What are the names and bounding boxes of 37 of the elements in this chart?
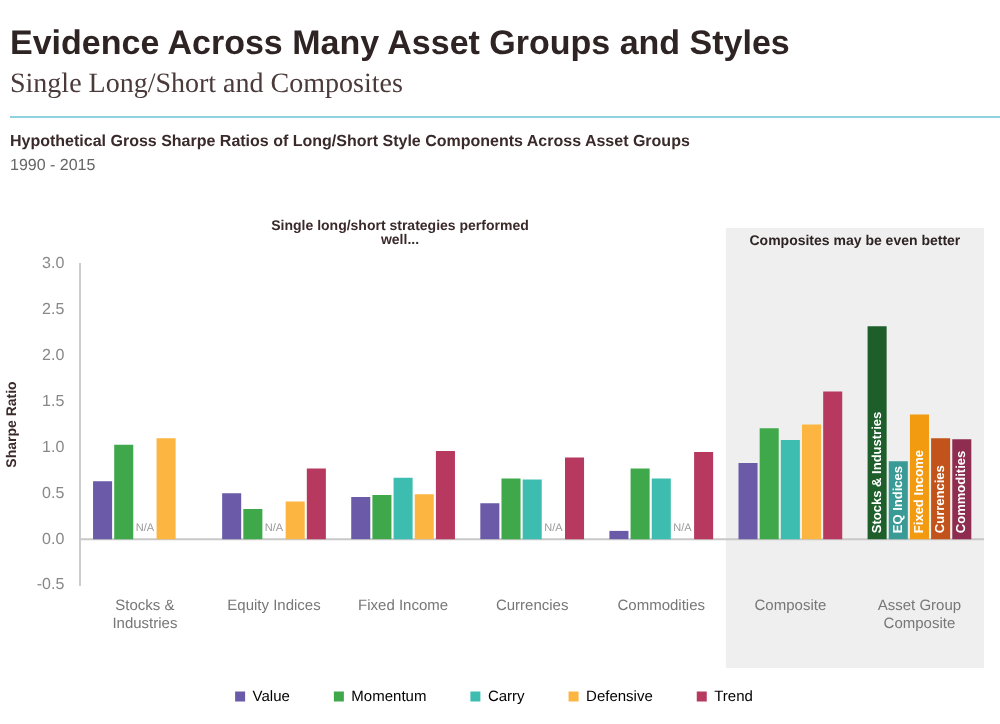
bar xyxy=(759,428,779,540)
y-tick-label: 1.0 xyxy=(42,437,66,456)
text: 1990 - 2015 xyxy=(10,156,96,174)
chart-title: Evidence Across Many Asset Groups and Styles xyxy=(10,24,790,64)
bar xyxy=(156,438,176,540)
bar xyxy=(435,451,455,540)
bar xyxy=(802,424,822,540)
y-tick-label: 2.5 xyxy=(42,300,66,319)
bar xyxy=(522,479,542,540)
bar xyxy=(306,468,326,540)
bar xyxy=(93,481,113,540)
bar xyxy=(565,457,585,540)
bar xyxy=(609,530,629,540)
y-tick-label: -0.5 xyxy=(36,575,66,594)
bar xyxy=(501,478,521,540)
bar xyxy=(285,501,305,540)
bar xyxy=(372,495,392,540)
bar xyxy=(393,477,413,540)
text: Hypothetical Gross Sharpe Ratios of Long/Short Style Components Across Asset Groups xyxy=(10,132,690,150)
bar xyxy=(630,468,650,540)
chart-subtitle: Single Long/Short and Composites xyxy=(10,70,403,102)
bar xyxy=(694,452,714,540)
y-tick-label: 2.0 xyxy=(42,346,66,365)
y-tick-label: 1.5 xyxy=(42,391,66,410)
bar xyxy=(351,496,371,540)
bar xyxy=(414,494,434,540)
bar xyxy=(738,463,758,540)
bar xyxy=(651,478,671,540)
bar xyxy=(222,493,242,540)
bar xyxy=(480,503,500,540)
bar xyxy=(243,508,263,540)
bar xyxy=(780,440,800,540)
bar xyxy=(114,444,134,540)
bar xyxy=(823,391,843,540)
y-tick-label: 0.0 xyxy=(42,529,66,548)
y-tick-label: 0.5 xyxy=(42,483,66,502)
y-tick-label: 3.0 xyxy=(42,254,66,273)
